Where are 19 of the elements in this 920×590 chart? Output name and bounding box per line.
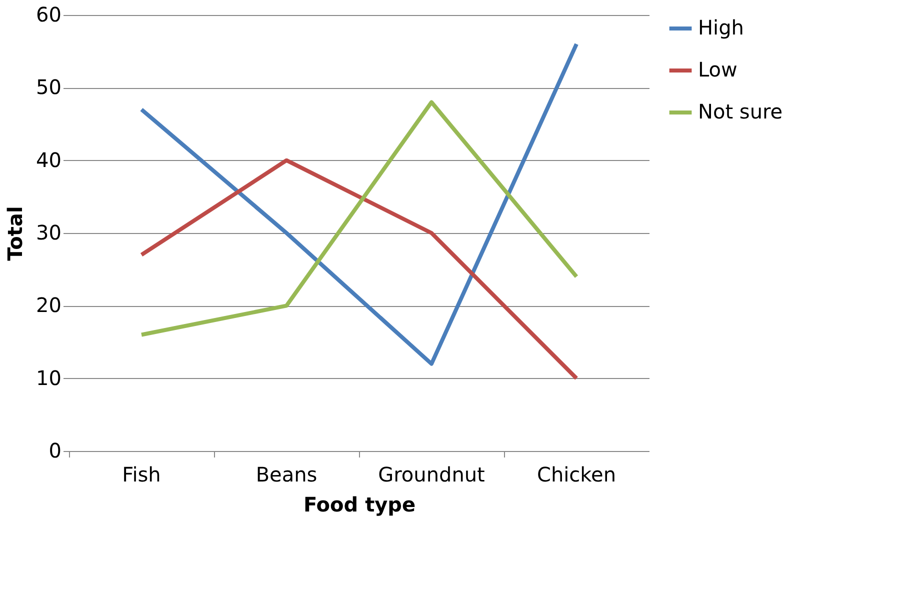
line-series	[140, 158, 578, 380]
y-tick-label: 60	[36, 2, 62, 26]
legend-label: Not sure	[698, 100, 783, 124]
y-tick-label: 20	[36, 293, 62, 318]
y-tick-label: 10	[36, 366, 62, 390]
line-series	[140, 100, 578, 337]
line-series	[140, 42, 578, 366]
x-tick-label: Chicken	[536, 462, 616, 486]
y-tick-label: 40	[36, 148, 62, 172]
x-tick-label: Groundnut	[378, 462, 486, 486]
x-tick-label: Beans	[256, 462, 318, 486]
legend-label: High	[698, 16, 744, 40]
y-axis-title: Total	[3, 206, 28, 261]
x-tick-label: Fish	[122, 462, 161, 486]
y-tick-label: 30	[36, 220, 62, 244]
y-tick-label: 50	[36, 75, 62, 100]
legend-label: Low	[698, 58, 738, 82]
x-axis-title: Food type	[303, 492, 416, 516]
y-tick-label: 0	[48, 438, 62, 462]
